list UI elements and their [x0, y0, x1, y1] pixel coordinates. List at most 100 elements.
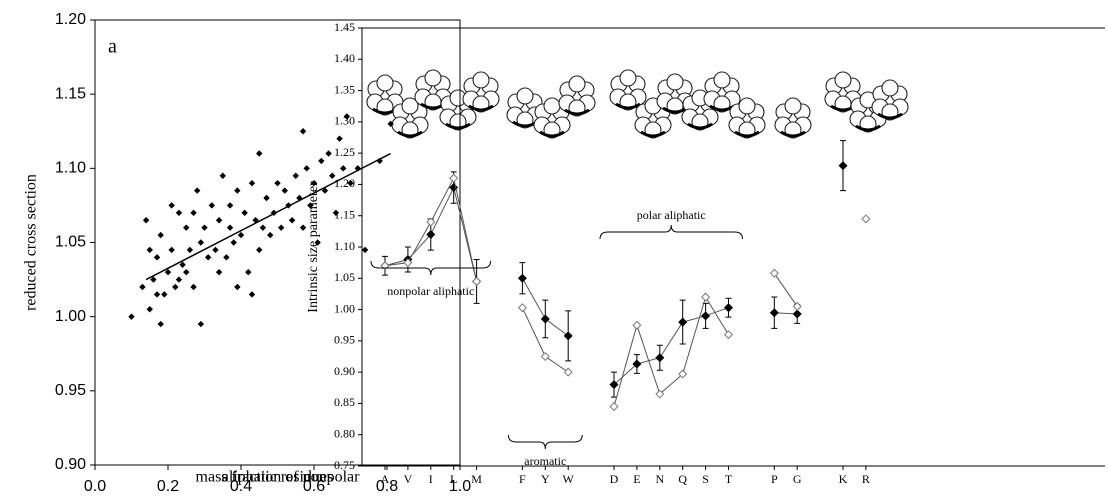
y-tick-label: 0.90 [55, 456, 86, 473]
group-label: aromatic [524, 454, 566, 468]
point [139, 283, 146, 291]
point [175, 276, 183, 283]
point [329, 172, 336, 179]
y-tick-label: 0.75 [334, 458, 355, 472]
y-tick-label: 0.95 [334, 333, 355, 347]
point [318, 157, 325, 165]
x-tick-label: E [633, 472, 640, 486]
x-tick-label: Q [678, 472, 687, 486]
point [234, 283, 241, 291]
x-tick-label: I [429, 472, 433, 486]
x-tick-label: A [381, 472, 390, 486]
point [347, 179, 354, 187]
point [769, 308, 779, 318]
point [248, 291, 256, 298]
y-tick-label: 1.00 [334, 301, 355, 315]
point [792, 309, 802, 319]
point [223, 254, 230, 261]
x-tick-label: Y [541, 472, 550, 486]
y-tick-label: 1.20 [334, 176, 355, 190]
point [194, 187, 201, 194]
point [288, 217, 296, 224]
point [226, 202, 234, 209]
point [609, 380, 619, 390]
point [226, 224, 234, 231]
x-tick-label: R [862, 472, 870, 486]
y-tick-label: 0.80 [334, 426, 355, 440]
atom [472, 71, 490, 89]
molecule-images [366, 69, 909, 139]
x-tick-label: 0.4 [230, 478, 252, 495]
y-tick-label: 1.35 [334, 82, 355, 96]
x-tick-label: M [471, 472, 482, 486]
point [340, 165, 347, 172]
y-tick-label: 1.45 [334, 20, 355, 34]
point [237, 231, 245, 239]
point [321, 187, 329, 194]
x-tick-label: T [725, 472, 733, 486]
y-axis-label: Intrinsic size parameter [306, 181, 321, 313]
point [168, 246, 175, 254]
point [172, 283, 179, 291]
point [303, 165, 310, 172]
y-tick-label: 0.95 [55, 382, 86, 399]
group-label: nonpolar aliphatic [387, 284, 474, 298]
point [161, 291, 168, 298]
point [387, 120, 394, 128]
point [183, 224, 190, 231]
y-axis-label: reduced cross section [23, 174, 40, 311]
point [563, 367, 573, 377]
point [197, 320, 205, 328]
atom-shade [564, 108, 590, 116]
point [426, 217, 436, 227]
point [183, 268, 190, 276]
y-tick-label: 1.05 [55, 234, 86, 251]
x-axis-label: mass fraction of nonpolar [196, 469, 361, 486]
point [769, 268, 779, 278]
point [146, 306, 153, 313]
atom-shade [539, 130, 565, 138]
y-tick-label: 1.15 [55, 85, 86, 102]
point [403, 258, 413, 268]
x-tick-label: L [450, 472, 457, 486]
series-line [773, 272, 798, 307]
atom [543, 97, 561, 115]
y-tick-label: 1.40 [334, 51, 355, 65]
point [263, 194, 270, 202]
atom [784, 97, 802, 115]
atom [619, 69, 637, 87]
x-tick-label: V [404, 472, 413, 486]
x-tick-label: 0.6 [303, 478, 325, 495]
point [678, 317, 688, 327]
brace [599, 224, 743, 240]
x-tick-label: S [702, 472, 709, 486]
point [517, 303, 527, 313]
point [285, 202, 292, 209]
point [632, 359, 642, 369]
atom-shade [615, 102, 641, 110]
x-tick-label: D [610, 472, 619, 486]
point [219, 172, 226, 179]
point [248, 179, 256, 187]
point [168, 202, 175, 209]
x-tick-label: K [839, 472, 848, 486]
point [212, 246, 219, 254]
point [517, 273, 527, 283]
atom-shade [780, 130, 806, 138]
point [128, 313, 135, 320]
y-tick-label: 1.05 [334, 270, 355, 284]
atom-shade [687, 122, 713, 130]
point [361, 246, 369, 254]
point [146, 246, 153, 254]
group-label: polar aliphatic [637, 208, 706, 222]
atom [713, 71, 731, 89]
brace [507, 434, 583, 450]
point [540, 351, 550, 362]
point [234, 187, 241, 194]
point [215, 268, 223, 276]
plot-frame [94, 19, 461, 466]
x-tick-label: N [655, 472, 664, 486]
point [150, 276, 157, 283]
point [208, 202, 215, 209]
